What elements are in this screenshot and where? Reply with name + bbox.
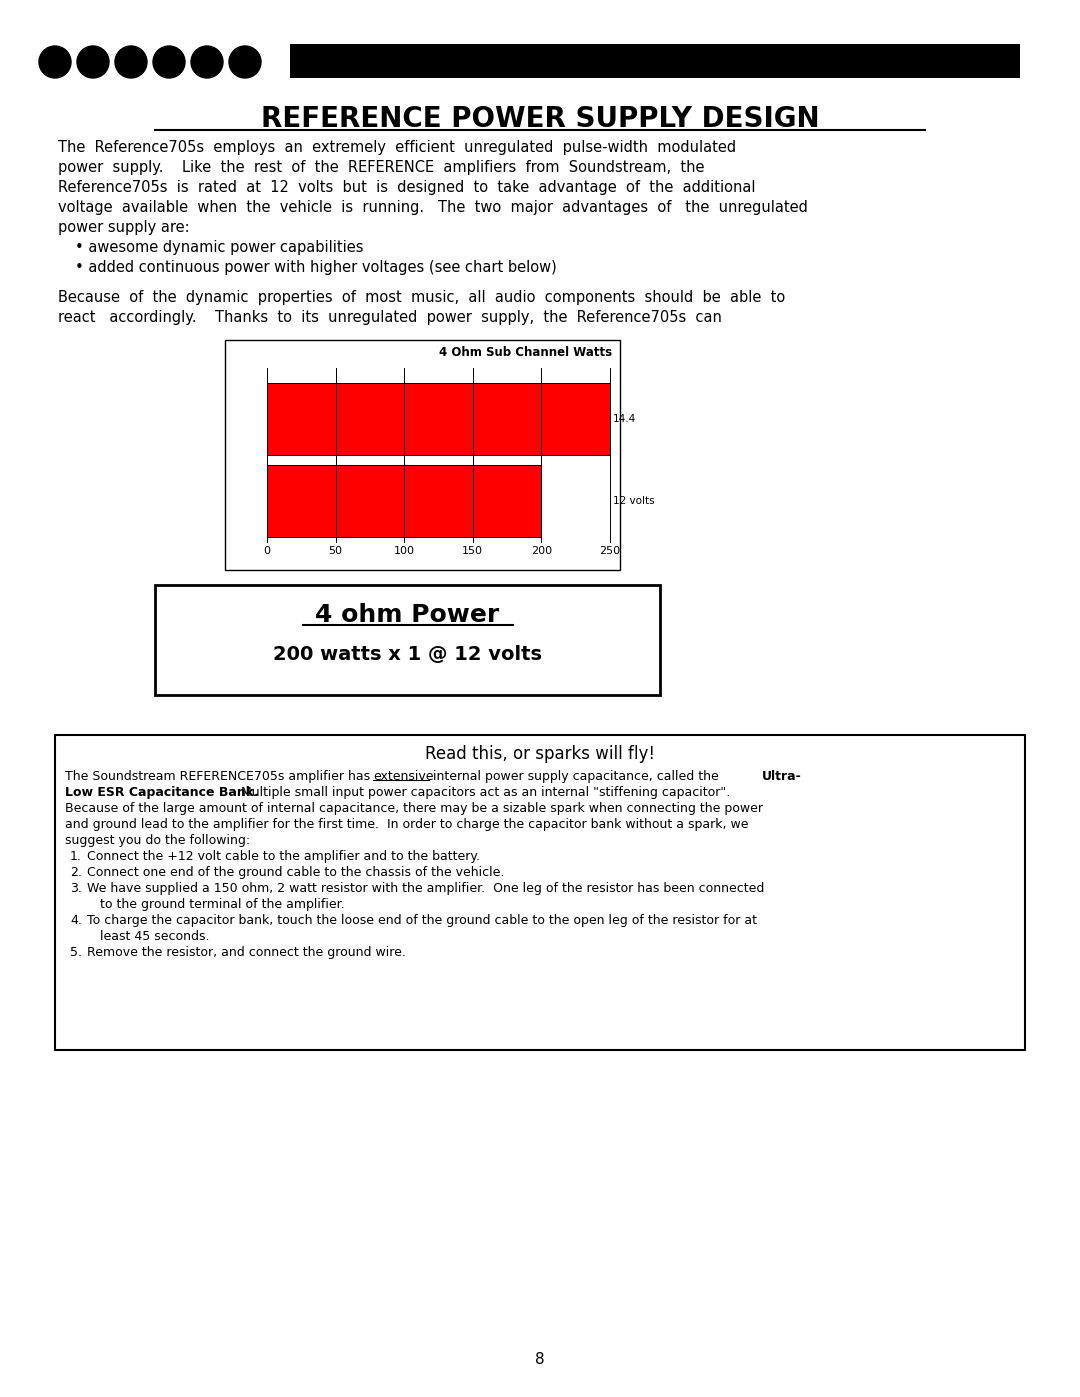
Text: Connect the +12 volt cable to the amplifier and to the battery.: Connect the +12 volt cable to the amplif… <box>87 849 480 863</box>
Text: We have supplied a 150 ohm, 2 watt resistor with the amplifier.  One leg of the : We have supplied a 150 ohm, 2 watt resis… <box>87 882 765 895</box>
Text: Ultra-: Ultra- <box>762 770 801 782</box>
FancyBboxPatch shape <box>267 465 541 536</box>
Text: Connect one end of the ground cable to the chassis of the vehicle.: Connect one end of the ground cable to t… <box>87 866 504 879</box>
Text: 100: 100 <box>394 546 415 556</box>
Text: Because of the large amount of internal capacitance, there may be a sizable spar: Because of the large amount of internal … <box>65 802 762 814</box>
Text: react   accordingly.    Thanks  to  its  unregulated  power  supply,  the  Refer: react accordingly. Thanks to its unregul… <box>58 310 721 326</box>
Circle shape <box>191 46 222 78</box>
Text: 50: 50 <box>328 546 342 556</box>
Text: suggest you do the following:: suggest you do the following: <box>65 834 251 847</box>
Text: 1.: 1. <box>70 849 82 863</box>
Circle shape <box>39 46 71 78</box>
FancyBboxPatch shape <box>55 735 1025 1051</box>
Text: 4 ohm Power: 4 ohm Power <box>315 604 500 627</box>
Text: power supply are:: power supply are: <box>58 219 190 235</box>
Text: Because  of  the  dynamic  properties  of  most  music,  all  audio  components : Because of the dynamic properties of mos… <box>58 291 785 305</box>
Text: 0: 0 <box>264 546 270 556</box>
Text: 5.: 5. <box>70 946 82 958</box>
Text: to the ground terminal of the amplifier.: to the ground terminal of the amplifier. <box>100 898 345 911</box>
Text: internal power supply capacitance, called the: internal power supply capacitance, calle… <box>429 770 723 782</box>
Circle shape <box>114 46 147 78</box>
Circle shape <box>153 46 185 78</box>
Circle shape <box>77 46 109 78</box>
Text: 8: 8 <box>536 1352 544 1368</box>
FancyBboxPatch shape <box>267 383 610 455</box>
Text: 4.: 4. <box>70 914 82 928</box>
Text: Remove the resistor, and connect the ground wire.: Remove the resistor, and connect the gro… <box>87 946 406 958</box>
Text: • awesome dynamic power capabilities: • awesome dynamic power capabilities <box>75 240 364 256</box>
Text: Reference705s  is  rated  at  12  volts  but  is  designed  to  take  advantage : Reference705s is rated at 12 volts but i… <box>58 180 756 196</box>
Text: 200: 200 <box>531 546 552 556</box>
FancyBboxPatch shape <box>291 43 1020 78</box>
Text: The  Reference705s  employs  an  extremely  efficient  unregulated  pulse-width : The Reference705s employs an extremely e… <box>58 140 737 155</box>
Text: 2.: 2. <box>70 866 82 879</box>
Text: voltage  available  when  the  vehicle  is  running.   The  two  major  advantag: voltage available when the vehicle is ru… <box>58 200 808 215</box>
Text: 4 Ohm Sub Channel Watts: 4 Ohm Sub Channel Watts <box>438 346 612 359</box>
Text: least 45 seconds.: least 45 seconds. <box>100 930 210 943</box>
Text: • added continuous power with higher voltages (see chart below): • added continuous power with higher vol… <box>75 260 557 275</box>
Text: REFERENCE POWER SUPPLY DESIGN: REFERENCE POWER SUPPLY DESIGN <box>260 105 820 133</box>
Text: To charge the capacitor bank, touch the loose end of the ground cable to the ope: To charge the capacitor bank, touch the … <box>87 914 757 928</box>
Text: 200 watts x 1 @ 12 volts: 200 watts x 1 @ 12 volts <box>273 645 542 664</box>
Text: and ground lead to the amplifier for the first time.  In order to charge the cap: and ground lead to the amplifier for the… <box>65 819 748 831</box>
FancyBboxPatch shape <box>225 339 620 570</box>
Text: Low ESR Capacitance Bank.: Low ESR Capacitance Bank. <box>65 787 259 799</box>
Text: Multiple small input power capacitors act as an internal "stiffening capacitor".: Multiple small input power capacitors ac… <box>233 787 730 799</box>
Text: 250: 250 <box>599 546 621 556</box>
Text: 14.4: 14.4 <box>613 414 636 425</box>
FancyBboxPatch shape <box>156 585 660 694</box>
Text: 150: 150 <box>462 546 483 556</box>
Text: 3.: 3. <box>70 882 82 895</box>
Circle shape <box>229 46 261 78</box>
Text: power  supply.    Like  the  rest  of  the  REFERENCE  amplifiers  from  Soundst: power supply. Like the rest of the REFER… <box>58 161 704 175</box>
Text: extensive: extensive <box>373 770 433 782</box>
Text: The Soundstream REFERENCE705s amplifier has: The Soundstream REFERENCE705s amplifier … <box>65 770 374 782</box>
Text: 12 volts: 12 volts <box>613 496 654 506</box>
Text: Read this, or sparks will fly!: Read this, or sparks will fly! <box>426 745 654 763</box>
